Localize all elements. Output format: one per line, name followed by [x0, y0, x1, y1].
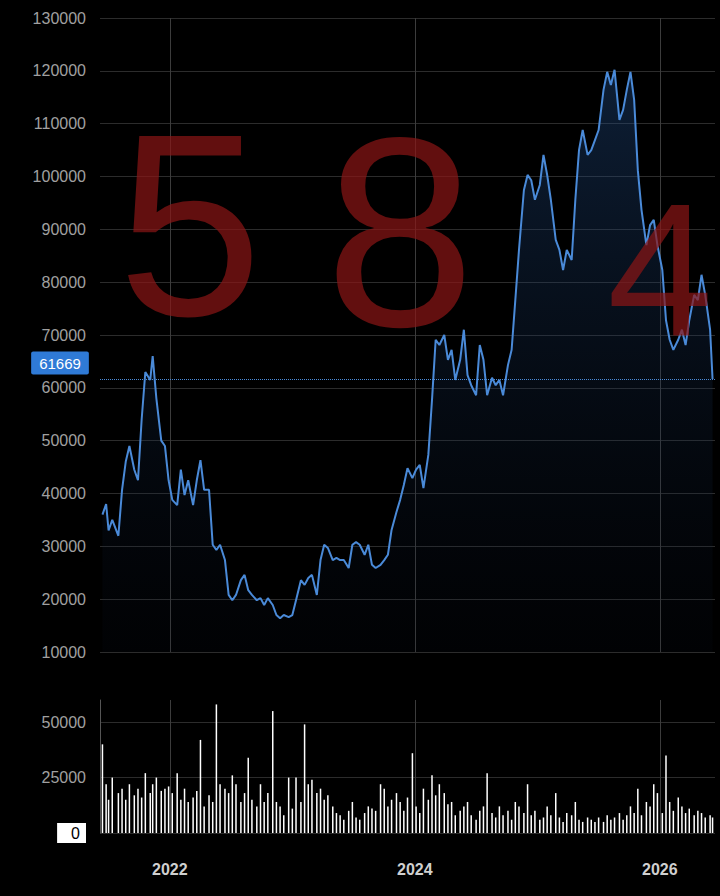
svg-text:70000: 70000 — [42, 327, 87, 344]
svg-text:40000: 40000 — [42, 485, 87, 502]
svg-text:0: 0 — [71, 825, 80, 842]
svg-text:60000: 60000 — [42, 379, 87, 396]
svg-text:120000: 120000 — [33, 62, 86, 79]
svg-text:61669: 61669 — [39, 355, 81, 372]
svg-text:80000: 80000 — [42, 274, 87, 291]
svg-text:2024: 2024 — [397, 861, 433, 878]
svg-text:2022: 2022 — [152, 861, 188, 878]
svg-text:50000: 50000 — [42, 432, 87, 449]
svg-text:100000: 100000 — [33, 168, 86, 185]
svg-text:30000: 30000 — [42, 538, 87, 555]
svg-text:8: 8 — [325, 82, 475, 383]
svg-text:20000: 20000 — [42, 591, 87, 608]
svg-text:50000: 50000 — [42, 714, 87, 731]
svg-text:25000: 25000 — [42, 769, 87, 786]
svg-text:130000: 130000 — [33, 10, 86, 27]
svg-text:90000: 90000 — [42, 221, 87, 238]
svg-text:2026: 2026 — [642, 861, 678, 878]
svg-text:5: 5 — [118, 80, 263, 370]
svg-text:10000: 10000 — [42, 644, 87, 661]
svg-text:110000: 110000 — [34, 115, 86, 132]
svg-text:4: 4 — [607, 164, 713, 376]
